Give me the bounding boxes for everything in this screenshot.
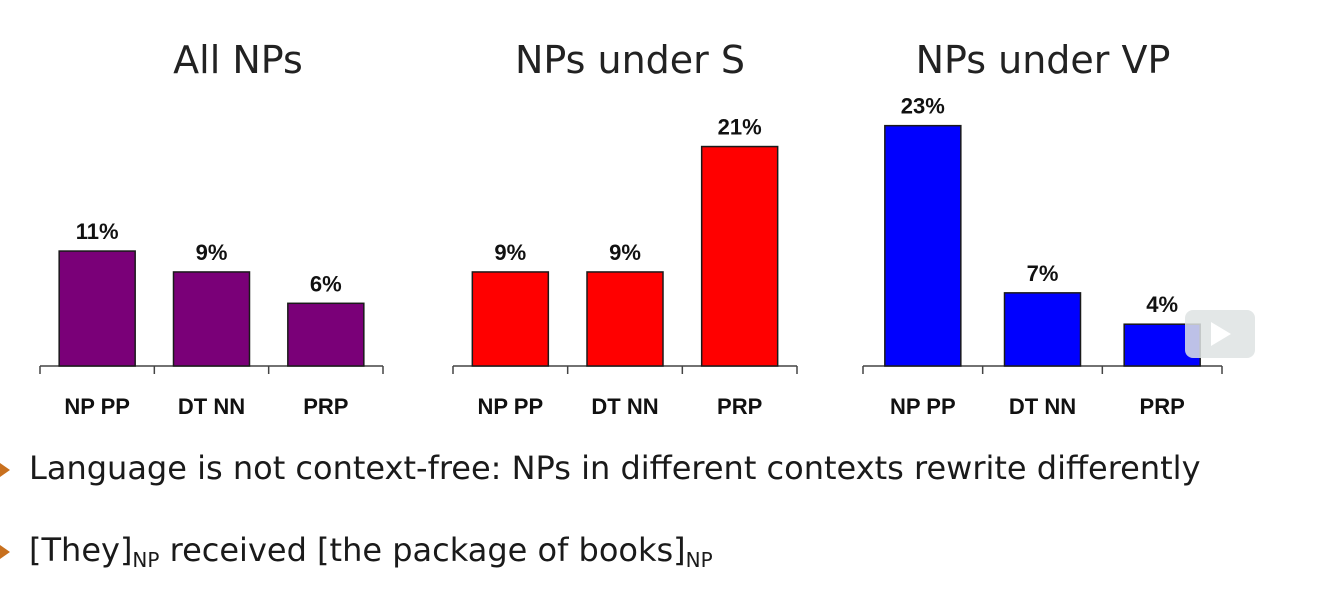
data-label: 6% <box>310 271 342 296</box>
tick-label: PRP <box>303 394 348 419</box>
data-label: 21% <box>718 115 762 140</box>
data-label: 23% <box>901 94 945 119</box>
bar-charts: All NPs 11% NP PP 9% DT NN 6% PRP NPs under S 9%… <box>39 38 1223 419</box>
bullet-example: [They]NP received [the package of books]… <box>0 531 1325 581</box>
data-label: 9% <box>494 240 526 265</box>
tick-label: DT NN <box>1009 394 1076 419</box>
tick-label: PRP <box>717 394 762 419</box>
tick-label: DT NN <box>591 394 658 419</box>
example-subject: [They] <box>29 531 133 569</box>
np-subscript: NP <box>685 548 713 572</box>
bullet-marker-icon <box>0 545 10 559</box>
bar <box>58 250 136 367</box>
bar <box>586 271 664 367</box>
chart-title: NPs under S <box>515 38 745 82</box>
data-label: 7% <box>1027 261 1059 286</box>
chart-title: All NPs <box>173 38 303 82</box>
bullet-text: Language is not context-free: NPs in dif… <box>29 449 1201 487</box>
play-icon <box>1211 322 1231 346</box>
bar <box>172 271 251 367</box>
bar <box>1003 292 1082 367</box>
data-label: 4% <box>1146 292 1178 317</box>
data-label: 11% <box>76 219 119 244</box>
tick-label: NP PP <box>890 394 956 419</box>
bullet-context-free: Language is not context-free: NPs in dif… <box>0 449 1325 499</box>
bar <box>700 145 779 367</box>
data-label: 9% <box>609 240 641 265</box>
np-subscript: NP <box>132 548 160 572</box>
example-predicate: received [the package of books] <box>159 531 686 569</box>
video-play-button[interactable] <box>1185 310 1255 358</box>
bullet-marker-icon <box>0 463 10 477</box>
bar <box>287 302 365 367</box>
tick-label: DT NN <box>178 394 245 419</box>
tick-label: PRP <box>1140 394 1185 419</box>
bar <box>884 124 962 367</box>
tick-label: NP PP <box>478 394 544 419</box>
bar <box>471 271 550 367</box>
data-label: 9% <box>196 240 228 265</box>
chart-title: NPs under VP <box>916 38 1171 82</box>
example-sentence: [They]NP received [the package of books]… <box>29 531 713 572</box>
tick-label: NP PP <box>64 394 130 419</box>
